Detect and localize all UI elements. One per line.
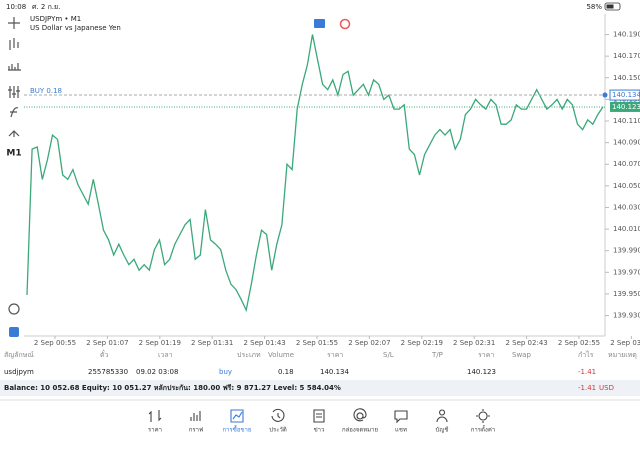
order-label: BUY 0.18: [30, 87, 62, 95]
y-tick-label: 140.110: [613, 117, 640, 125]
left-toolbar: M1: [6, 17, 22, 337]
tab-icon[interactable]: [476, 409, 490, 423]
balance-bar: [0, 380, 640, 396]
y-tick-label: 139.970: [613, 268, 640, 276]
timeframe[interactable]: M1: [6, 149, 21, 159]
col-header: กำไร: [578, 350, 594, 359]
y-tick-label: 140.090: [613, 139, 640, 147]
y-tick-label: 140.150: [613, 74, 640, 82]
buy-dot: [602, 92, 608, 98]
col-header: ตั๋ว: [100, 350, 109, 359]
broker-icon[interactable]: [9, 327, 19, 337]
x-tick-label: 2 Sep 01:31: [191, 339, 233, 347]
buy-price-label: 140.134: [612, 91, 640, 99]
cell-price[interactable]: 140.134: [320, 368, 349, 376]
y-tick-label: 140.050: [613, 182, 640, 190]
y-tick-label: 139.990: [613, 247, 640, 255]
tab-icon[interactable]: [436, 409, 448, 423]
x-tick-label: 2 Sep 03:07: [610, 339, 640, 347]
clock-tool[interactable]: [8, 303, 20, 315]
tab-label[interactable]: กราฟ: [189, 427, 203, 434]
x-tick-label: 2 Sep 02:43: [505, 339, 547, 347]
price-line: [26, 34, 604, 313]
col-header: ประเภท: [237, 351, 261, 359]
status-date: ศ. 2 ก.ย.: [32, 3, 60, 11]
cell-current-price[interactable]: 140.123: [467, 368, 496, 376]
cell-volume[interactable]: 0.18: [278, 368, 294, 376]
buy-price-box: [609, 89, 640, 101]
battery-icon: [604, 2, 621, 11]
tab-icon[interactable]: [230, 409, 244, 423]
tab-icon[interactable]: [271, 408, 285, 422]
cell-profit[interactable]: -1.41: [578, 368, 596, 376]
x-tick-label: 2 Sep 02:31: [453, 339, 495, 347]
tab-icon[interactable]: [190, 411, 201, 421]
tab-icon[interactable]: [313, 409, 325, 423]
status-time: 10:08: [6, 3, 26, 11]
col-header: T/P: [431, 351, 443, 359]
tab-label[interactable]: บัญชี: [436, 426, 449, 434]
x-tick-label: 2 Sep 02:07: [348, 339, 390, 347]
tab-label[interactable]: ประวัติ: [269, 427, 287, 434]
tab-label[interactable]: การซื้อขาย: [223, 424, 252, 434]
tab-label[interactable]: กล่องจดหมาย: [342, 427, 378, 434]
bid-price-label: 140.123: [612, 103, 640, 111]
x-tick-label: 2 Sep 01:55: [296, 339, 338, 347]
tab-icon[interactable]: [148, 410, 162, 422]
balance-profit: -1.41: [578, 384, 596, 392]
y-tick-label: 140.190: [613, 31, 640, 39]
candles-tool[interactable]: [9, 38, 19, 50]
x-tick-label: 2 Sep 02:55: [558, 339, 600, 347]
col-header: ราคา: [478, 351, 494, 359]
y-tick-label: 140.070: [613, 160, 640, 168]
y-tick-label: 140.010: [613, 225, 640, 233]
x-tick-label: 2 Sep 02:19: [401, 339, 443, 347]
col-header: Swap: [512, 351, 531, 359]
indicator-tool[interactable]: [8, 63, 21, 71]
tab-icon[interactable]: [394, 410, 408, 424]
crosshair-tool[interactable]: [8, 17, 20, 29]
col-header: เวลา: [158, 351, 173, 359]
x-tick-label: 2 Sep 00:55: [34, 339, 76, 347]
cell-symbol[interactable]: usdjpym: [4, 368, 34, 376]
y-tick-label: 140.170: [613, 52, 640, 60]
x-tick-label: 2 Sep 01:43: [243, 339, 285, 347]
balance-summary: Balance: 10 052.68 Equity: 10 051.27 หลั…: [4, 384, 341, 392]
chart-description: US Dollar vs Japanese Yen: [30, 24, 121, 32]
status-battery: 58%: [586, 3, 602, 11]
x-tick-label: 2 Sep 01:19: [139, 339, 181, 347]
one-click-icon[interactable]: [314, 19, 325, 28]
x-tick-label: 2 Sep 01:07: [86, 339, 128, 347]
cell-time[interactable]: 09.02 03:08: [136, 368, 178, 376]
tab-label[interactable]: แชท: [395, 427, 407, 434]
col-header: S/L: [383, 351, 394, 359]
col-header: สัญลักษณ์: [4, 351, 34, 359]
bid-price-box: [610, 101, 640, 112]
y-tick-label: 139.950: [613, 290, 640, 298]
objects-tool[interactable]: [8, 130, 20, 137]
y-tick-label: 139.930: [613, 312, 640, 320]
settings-tool[interactable]: [8, 86, 20, 98]
tab-label[interactable]: ข่าว: [314, 427, 325, 434]
cell-type[interactable]: buy: [219, 368, 232, 376]
balance-currency: USD: [599, 384, 614, 392]
battery-level: [606, 4, 614, 9]
tab-label[interactable]: ราคา: [148, 427, 162, 434]
col-header: หมายเหตุ: [608, 351, 637, 359]
col-header: ราคา: [327, 351, 343, 359]
function-tool[interactable]: [10, 107, 19, 118]
y-tick-label: 140.030: [613, 203, 640, 211]
trade-icon[interactable]: [339, 18, 351, 30]
tab-label[interactable]: การตั้งค่า: [471, 424, 495, 434]
col-header: Volume: [268, 351, 294, 359]
chart-symbol: USDJPYm • M1: [30, 15, 81, 23]
cell-ticket[interactable]: 255785330: [88, 368, 128, 376]
tab-icon[interactable]: [353, 408, 367, 422]
trade-table: สัญลักษณ์ ตั๋ว เวลา ประเภท Volume ราคา S…: [0, 350, 640, 396]
